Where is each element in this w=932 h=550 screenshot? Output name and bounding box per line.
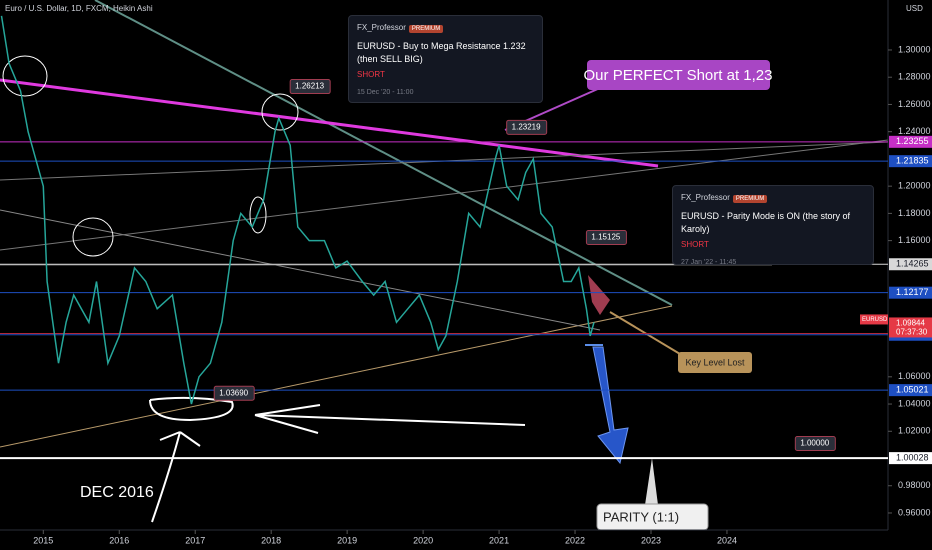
direction: SHORT xyxy=(681,240,709,249)
circle xyxy=(2,55,48,97)
level-label: 1.00028 xyxy=(896,453,929,463)
trendline xyxy=(0,78,659,168)
hand-drawing xyxy=(149,396,234,422)
x-tick-label: 2022 xyxy=(565,535,585,545)
circle xyxy=(249,196,267,234)
price-line xyxy=(0,15,595,405)
idea-card[interactable]: FX_Professor PREMIUM EURUSD - Buy to Mega… xyxy=(348,15,543,103)
circle xyxy=(72,217,114,257)
price-label: 1.03690 xyxy=(219,388,248,397)
x-tick-label: 2017 xyxy=(185,535,205,545)
level-label: 1.21835 xyxy=(896,156,929,166)
price-label: 1.15125 xyxy=(591,233,620,242)
author: FX_Professor xyxy=(681,193,730,202)
x-tick-label: 2021 xyxy=(489,535,509,545)
countdown: 07:37:30 xyxy=(896,328,928,337)
callout: Key Level Lost xyxy=(685,357,745,367)
price-label-box xyxy=(289,79,331,95)
y-tick-label: 0.96000 xyxy=(898,507,931,517)
idea-card[interactable]: FX_Professor PREMIUM EURUSD - Parity Mode… xyxy=(672,185,874,266)
price-label-box xyxy=(506,119,548,135)
symbol: EURUSD xyxy=(862,317,888,323)
level-badge xyxy=(889,155,932,168)
x-tick-label: 2019 xyxy=(337,535,357,545)
hand-drawing xyxy=(254,404,526,434)
level-label: 1.14265 xyxy=(896,259,929,269)
price-label: 1.26213 xyxy=(295,82,324,91)
level-badge xyxy=(889,384,932,397)
price-label-box xyxy=(585,230,627,246)
drawings: Our PERFECT Short at 1,23 Key Level Lost… xyxy=(0,0,923,531)
pointer xyxy=(645,458,658,505)
author: FX_Professor xyxy=(357,23,406,32)
level-label: 1.05021 xyxy=(896,385,929,395)
current-price: 1.09844 xyxy=(896,319,925,328)
level-badge xyxy=(889,135,932,148)
y-tick-label: 1.26000 xyxy=(898,99,931,109)
y-tick-label: 1.02000 xyxy=(898,426,931,436)
trendline xyxy=(0,209,601,331)
y-tick-label: 1.04000 xyxy=(898,398,931,408)
price-label: 1.23219 xyxy=(512,122,541,131)
y-tick-label: 1.28000 xyxy=(898,72,931,82)
circle xyxy=(261,93,299,131)
direction: SHORT xyxy=(357,70,385,79)
y-tick-label: 1.06000 xyxy=(898,371,931,381)
badge: PREMIUM xyxy=(408,25,444,33)
level-badge xyxy=(889,452,932,465)
callout: DEC 2016 xyxy=(80,484,154,501)
level-badge xyxy=(889,286,932,299)
hand-drawing xyxy=(151,431,201,523)
callout: Our PERFECT Short at 1,23 xyxy=(584,67,773,84)
callout: PARITY (1:1) xyxy=(603,509,679,524)
x-tick-label: 2024 xyxy=(717,535,737,545)
x-tick-label: 2015 xyxy=(33,535,53,545)
level-badge xyxy=(889,258,932,271)
idea-text: EURUSD - Buy to Mega Resistance 1.232 (t… xyxy=(357,41,526,64)
trendline xyxy=(0,305,673,448)
arrow xyxy=(588,275,610,315)
x-tick-label: 2018 xyxy=(261,535,281,545)
y-tick-label: 1.30000 xyxy=(898,44,931,54)
badge: PREMIUM xyxy=(732,195,768,203)
x-tick-label: 2023 xyxy=(641,535,661,545)
y-tick-label: 1.16000 xyxy=(898,235,931,245)
axis-unit: USD xyxy=(906,4,923,13)
trendline xyxy=(94,0,673,306)
trendline xyxy=(0,139,889,251)
price-label-box xyxy=(213,385,255,401)
date: 15 Dec '20 - 11:00 xyxy=(357,89,414,96)
price-label: 1.00000 xyxy=(800,439,829,448)
y-tick-label: 0.98000 xyxy=(898,480,931,490)
y-tick-label: 1.20000 xyxy=(898,181,931,191)
current-badge xyxy=(889,317,932,338)
y-tick-label: 1.18000 xyxy=(898,208,931,218)
date: 27 Jan '22 - 11:45 xyxy=(681,259,737,266)
y-tick-label: 1.24000 xyxy=(898,126,931,136)
level-label: 1.23255 xyxy=(896,136,929,146)
pointer xyxy=(609,311,691,361)
x-tick-label: 2016 xyxy=(109,535,129,545)
arrow xyxy=(592,346,629,465)
level-label: 1.12177 xyxy=(896,287,929,297)
callout-box xyxy=(678,352,752,373)
idea-text: EURUSD - Parity Mode is ON (the story of… xyxy=(681,211,851,234)
chart-title: Euro / U.S. Dollar, 1D, FXCM, Heikin Ash… xyxy=(5,4,153,13)
x-tick-label: 2020 xyxy=(413,535,433,545)
price-label-box xyxy=(794,436,836,452)
symbol-badge xyxy=(860,314,888,325)
callout-box xyxy=(587,60,770,90)
